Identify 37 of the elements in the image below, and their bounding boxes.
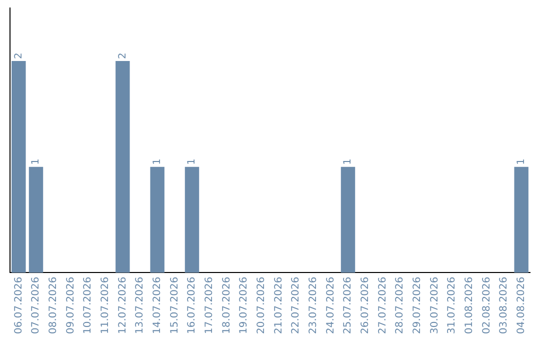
- x-tick-label: 30.07.2026: [429, 276, 440, 334]
- x-tick-label: 25.07.2026: [342, 276, 354, 334]
- x-tick-label: 20.07.2026: [256, 276, 267, 334]
- x-tick-label: 04.08.2026: [516, 276, 527, 334]
- data-label: 1: [186, 158, 198, 165]
- x-tick-label: 03.08.2026: [498, 276, 510, 334]
- x-tick-label: 09.07.2026: [65, 276, 76, 334]
- x-tick-label: 28.07.2026: [394, 276, 406, 334]
- x-tick-label: 29.07.2026: [412, 276, 423, 334]
- x-tick-label: 21.07.2026: [273, 276, 284, 334]
- x-tick-label: 08.07.2026: [48, 276, 59, 334]
- data-label: 2: [13, 52, 24, 59]
- x-tick-label: 15.07.2026: [169, 276, 180, 334]
- x-tick-label: 19.07.2026: [238, 276, 250, 334]
- data-label: 1: [152, 158, 163, 165]
- x-tick-label: 10.07.2026: [82, 276, 94, 334]
- x-tick-label: 16.07.2026: [186, 276, 198, 334]
- x-tick-label: 18.07.2026: [221, 276, 232, 334]
- x-tick-label: 13.07.2026: [134, 276, 146, 334]
- x-tick-label: 31.07.2026: [446, 276, 458, 334]
- data-label: 1: [30, 158, 42, 165]
- x-tick-label: 26.07.2026: [360, 276, 371, 334]
- x-tick-label: 02.08.2026: [481, 276, 492, 334]
- x-tick-label: 22.07.2026: [290, 276, 302, 334]
- x-tick-label: 14.07.2026: [152, 276, 163, 334]
- x-tick-label: 11.07.2026: [100, 276, 111, 334]
- x-tick-label: 06.07.2026: [13, 276, 24, 334]
- x-tick-label: 23.07.2026: [308, 276, 319, 334]
- x-tick-label: 01.08.2026: [464, 276, 475, 334]
- x-tick-label: 12.07.2026: [117, 276, 128, 334]
- data-label: 2: [117, 52, 128, 59]
- x-tick-label: 17.07.2026: [204, 276, 215, 334]
- x-tick-label: 07.07.2026: [30, 276, 42, 334]
- data-label: 1: [342, 158, 354, 165]
- x-tick-label: 24.07.2026: [325, 276, 336, 334]
- x-tick-label: 27.07.2026: [377, 276, 388, 334]
- data-label: 1: [516, 158, 527, 165]
